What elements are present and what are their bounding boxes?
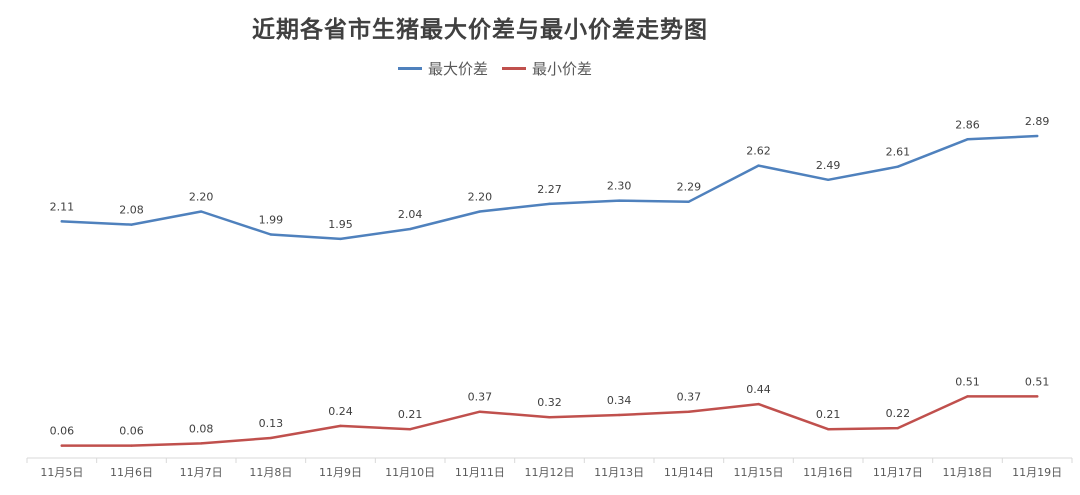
data-point — [966, 138, 969, 141]
legend-item-min: 最小价差 — [502, 58, 592, 79]
data-point — [199, 442, 203, 445]
legend-swatch-min — [502, 67, 526, 70]
x-tick-label: 11月13日 — [594, 466, 644, 479]
data-point — [896, 426, 900, 430]
data-label: 0.37 — [677, 391, 702, 404]
data-label: 2.29 — [677, 181, 702, 194]
data-label: 1.95 — [328, 218, 353, 231]
data-point — [757, 402, 760, 406]
data-label: 0.08 — [189, 422, 214, 435]
data-label: 0.21 — [816, 408, 841, 421]
data-label: 0.34 — [607, 394, 632, 407]
data-label: 2.86 — [955, 118, 980, 131]
x-tick-label: 11月14日 — [664, 466, 714, 479]
x-tick-label: 11月10日 — [385, 466, 435, 479]
x-tick-label: 11月7日 — [180, 466, 223, 479]
data-point — [966, 395, 969, 398]
data-point — [130, 223, 133, 226]
data-label: 0.44 — [746, 383, 771, 396]
data-label: 2.89 — [1025, 115, 1050, 128]
data-point — [269, 436, 273, 440]
data-label: 2.30 — [607, 180, 632, 193]
legend-swatch-max — [397, 67, 422, 70]
legend-label-min: 最小价差 — [532, 60, 593, 78]
x-tick-label: 11月18日 — [943, 466, 993, 479]
data-point — [687, 200, 691, 203]
data-point — [826, 428, 830, 431]
data-point — [757, 164, 760, 167]
data-label: 2.62 — [746, 145, 771, 158]
data-point — [199, 210, 203, 213]
data-label: 0.37 — [468, 391, 493, 404]
x-tick-label: 11月8日 — [249, 466, 292, 479]
x-tick-label: 11月16日 — [803, 466, 853, 479]
x-tick-label: 11月12日 — [525, 466, 575, 479]
chart-title: 近期各省市生猪最大价差与最小价差走势图 — [252, 16, 708, 43]
data-label: 2.11 — [50, 200, 75, 213]
data-point — [339, 424, 342, 428]
data-point — [896, 165, 900, 168]
x-tick-label: 11月19日 — [1012, 466, 1062, 479]
data-label: 2.27 — [537, 183, 562, 196]
data-label: 0.06 — [119, 425, 144, 438]
legend-item-max: 最大价差 — [397, 58, 488, 79]
data-label: 0.06 — [50, 425, 75, 438]
data-point — [478, 210, 482, 213]
data-point — [548, 202, 551, 206]
data-point — [60, 220, 64, 223]
data-point — [408, 227, 412, 231]
x-tick-label: 11月5日 — [40, 466, 83, 479]
data-point — [269, 233, 273, 236]
data-point — [60, 444, 64, 447]
data-label: 2.08 — [119, 204, 144, 217]
x-tick-label: 11月11日 — [455, 466, 505, 479]
data-point — [826, 178, 830, 181]
data-point — [339, 237, 342, 241]
data-point — [548, 415, 551, 419]
data-label: 2.04 — [398, 208, 423, 221]
data-label: 0.32 — [537, 396, 562, 409]
x-tick-label: 11月9日 — [319, 466, 362, 479]
legend-label-max: 最大价差 — [427, 60, 488, 78]
data-point — [478, 410, 482, 413]
data-point — [1035, 395, 1039, 398]
legend: 最大价差 最小价差 — [0, 58, 990, 79]
data-label: 0.51 — [1025, 375, 1050, 388]
data-label: 2.61 — [886, 146, 911, 159]
x-tick-label: 11月15日 — [734, 466, 784, 479]
data-label: 1.99 — [259, 213, 284, 226]
data-label: 2.20 — [468, 191, 493, 204]
data-label: 0.24 — [328, 405, 353, 418]
data-point — [130, 444, 133, 447]
data-label: 2.49 — [816, 159, 841, 172]
data-label: 2.20 — [189, 191, 214, 204]
x-tick-label: 11月6日 — [110, 466, 153, 479]
data-point — [408, 428, 412, 431]
data-label: 0.51 — [955, 375, 980, 388]
data-point — [617, 413, 621, 417]
data-label: 0.22 — [886, 407, 911, 420]
data-label: 0.21 — [398, 408, 423, 421]
data-point — [617, 199, 621, 202]
data-label: 0.13 — [259, 417, 284, 430]
data-point — [1035, 134, 1039, 138]
data-point — [687, 410, 691, 413]
x-tick-label: 11月17日 — [873, 466, 923, 479]
